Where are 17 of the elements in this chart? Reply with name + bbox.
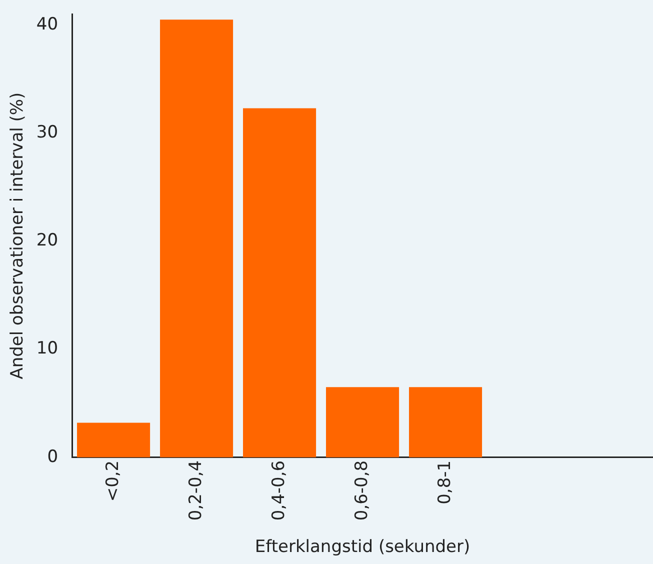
x-tick-label: 0,8-1 <box>434 460 455 504</box>
bar <box>408 387 482 458</box>
x-tick-label: <0,2 <box>102 460 123 502</box>
y-axis-title: Andel observationer i interval (%) <box>8 92 28 380</box>
y-tick-label: 0 <box>47 446 58 467</box>
y-tick-label: 10 <box>36 338 58 359</box>
y-tick-label: 40 <box>36 14 58 34</box>
x-axis-title: Efterklangstid (sekunder) <box>254 537 470 558</box>
bar <box>160 20 234 458</box>
bar <box>243 108 316 458</box>
bar <box>326 387 400 458</box>
x-tick-label: 0,2-0,4 <box>186 460 206 521</box>
y-tick-label: 20 <box>36 230 58 251</box>
x-tick-label: 0,6-0,8 <box>352 460 372 521</box>
bar <box>77 422 150 458</box>
x-tick-label: 0,4-0,6 <box>268 460 289 521</box>
y-tick-label: 30 <box>36 122 58 143</box>
